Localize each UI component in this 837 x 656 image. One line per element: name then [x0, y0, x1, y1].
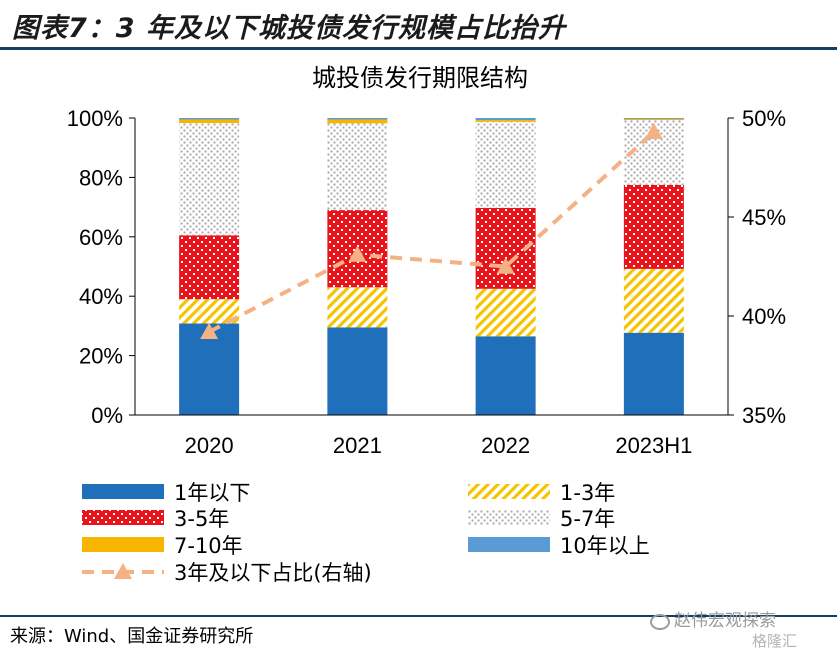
bar-y10_plus-2020 [179, 118, 240, 120]
bar-y1_below-2023H1 [623, 332, 684, 415]
y2-tick-label-50%: 50% [742, 106, 786, 131]
share-marker-2020 [200, 322, 219, 340]
source-note: 来源：Wind、国金证券研究所 [10, 626, 254, 647]
bar-y1_below-2021 [327, 327, 388, 415]
share-marker-2022 [496, 257, 515, 274]
chart-title: 城投债发行期限结构 [312, 64, 528, 92]
share-line-group [200, 122, 663, 340]
title-rule [0, 47, 837, 50]
x-tick-label-2023H1: 2023H1 [615, 433, 692, 458]
bar-y5_7-2022 [475, 121, 536, 208]
legend-label-y7_10: 7-10年 [174, 534, 243, 558]
legend-marker-share-line [114, 563, 132, 579]
legend-swatch-y10_plus [468, 537, 550, 552]
bar-y5_7-2020 [179, 123, 240, 236]
bar-y1_3-2023H1 [623, 268, 684, 333]
chart-area: 城投债发行期限结构 0% 20% 40% 60% 80% 100% 35% 40% 45% 50%… [67, 64, 786, 585]
bar-y5_7-2021 [327, 123, 388, 211]
x-tick-label-2020: 2020 [185, 433, 234, 458]
legend-label-share-line: 3年及以下占比(右轴) [174, 561, 372, 585]
legend-swatch-y3_5 [82, 510, 164, 525]
bar-y1_below-2022 [475, 336, 536, 415]
bar-y7_10-2021 [327, 119, 388, 124]
axes-group: 0% 20% 40% 60% 80% 100% 35% 40% 45% 50% 2020 2021 20… [67, 106, 786, 458]
x-tick-label-2022: 2022 [481, 433, 530, 458]
bar-y3_5-2020 [179, 235, 240, 300]
y-tick-label-0%: 0% [91, 403, 123, 428]
bar-y10_plus-2022 [475, 118, 536, 121]
source-rule [0, 615, 837, 617]
legend: 1年以下 1-3年 3-5年 5-7年 7-10年 10年以上 3年及以下占比(右轴) [82, 481, 650, 585]
bar-y7_10-2023H1 [623, 118, 684, 121]
legend-swatch-y1_below [82, 484, 164, 499]
watermark-secondary: 格隆汇 [752, 632, 798, 650]
watermark-text: 赵伟宏观探索 [674, 611, 776, 631]
bar-y3_5-2023H1 [623, 184, 684, 269]
legend-label-y3_5: 3-5年 [174, 507, 229, 531]
legend-swatch-y7_10 [82, 537, 164, 552]
legend-swatch-y1_3 [468, 484, 550, 499]
x-tick-label-2021: 2021 [333, 433, 382, 458]
legend-label-y1_3: 1-3年 [560, 481, 615, 505]
bar-y1_3-2022 [475, 288, 536, 337]
bar-y10_plus-2023H1 [623, 118, 684, 119]
bar-y7_10-2020 [179, 119, 240, 124]
bars-group [179, 118, 684, 415]
y2-tick-label-45%: 45% [742, 205, 786, 230]
share-line [208, 130, 656, 334]
legend-label-y1_below: 1年以下 [174, 481, 250, 505]
y2-tick-label-35%: 35% [742, 403, 786, 428]
share-marker-2021 [348, 245, 367, 262]
y-tick-label-40%: 40% [79, 284, 123, 309]
y-tick-label-100%: 100% [67, 106, 123, 131]
y-tick-label-60%: 60% [79, 225, 123, 250]
bar-y7_10-2022 [475, 120, 536, 122]
bar-y10_plus-2021 [327, 118, 388, 120]
y-tick-label-20%: 20% [79, 344, 123, 369]
wechat-icon [650, 614, 670, 630]
y2-tick-label-40%: 40% [742, 304, 786, 329]
watermark: 赵伟宏观探索 [650, 606, 776, 631]
share-marker-2023H1 [644, 122, 663, 140]
y-tick-label-80%: 80% [79, 165, 123, 190]
bar-y1_3-2021 [327, 287, 388, 328]
legend-label-y10_plus: 10年以上 [560, 534, 650, 558]
legend-label-y5_7: 5-7年 [560, 507, 615, 531]
legend-swatch-y5_7 [468, 510, 550, 525]
figure-title: 图表7：3 年及以下城投债发行规模占比抬升 [12, 13, 566, 44]
